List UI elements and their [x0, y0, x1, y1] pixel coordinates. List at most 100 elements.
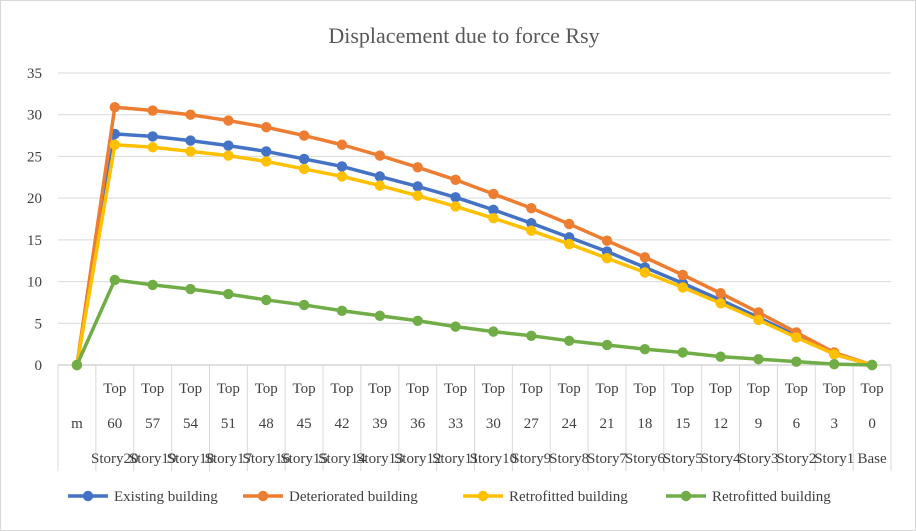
x-tick-label-top: Top: [861, 381, 884, 397]
data-point: [261, 122, 272, 133]
x-tick-label-bottom: Base: [857, 451, 887, 467]
x-tick-label-top: Top: [293, 381, 316, 397]
x-tick-label-top: Top: [671, 381, 694, 397]
x-tick-label-bottom: Story19: [129, 451, 177, 467]
data-point: [185, 135, 196, 146]
x-tick-label-top: Top: [558, 381, 581, 397]
data-point: [374, 171, 386, 182]
x-tick-label-mid: m: [71, 416, 83, 432]
legend-swatch-marker: [82, 490, 94, 502]
data-point: [109, 102, 120, 113]
legend-label: Deteriorated building: [289, 489, 418, 505]
series-2: [71, 102, 878, 371]
x-tick-label-mid: 36: [410, 416, 426, 432]
data-point: [71, 359, 83, 371]
x-tick-label-bottom: Story2: [776, 451, 816, 467]
data-point: [677, 347, 688, 358]
x-tick-label-mid: 6: [793, 416, 801, 432]
data-point: [488, 326, 499, 337]
data-point: [677, 282, 688, 293]
data-point: [147, 131, 158, 142]
x-tick-label-mid: 48: [259, 416, 274, 432]
data-point: [866, 359, 878, 371]
y-tick-label: 30: [27, 108, 42, 124]
data-point: [298, 130, 310, 141]
data-point: [147, 279, 158, 291]
data-point: [526, 330, 537, 341]
data-point: [147, 105, 158, 116]
legend-swatch-marker: [680, 490, 692, 502]
series-line: [75, 105, 874, 367]
data-point: [753, 314, 764, 326]
series-3: [71, 139, 878, 371]
data-point: [639, 343, 651, 355]
x-tick-label-bottom: Story17: [205, 451, 253, 467]
x-tick-label-bottom: Story14: [318, 451, 366, 467]
x-tick-label-mid: 60: [107, 416, 122, 432]
y-tick-label: 25: [27, 149, 42, 165]
x-tick-label-top: Top: [709, 381, 732, 397]
data-point: [298, 153, 310, 165]
x-tick-label-mid: 54: [183, 416, 199, 432]
legend-swatch-marker: [257, 490, 269, 502]
x-tick-label-top: Top: [368, 381, 391, 397]
y-tick-label: 35: [27, 66, 42, 82]
x-tick-label-mid: 33: [448, 416, 463, 432]
data-point: [639, 267, 651, 278]
y-tick-label: 20: [27, 191, 42, 207]
x-tick-label-top: Top: [595, 381, 618, 397]
series-lines: [71, 102, 878, 371]
x-tick-label-mid: 12: [713, 416, 728, 432]
data-point: [601, 235, 613, 246]
legend-item: Retrofitted building: [666, 489, 831, 505]
series-line: [75, 142, 874, 367]
data-point: [677, 269, 688, 281]
legend-item: Deteriorated building: [243, 489, 418, 505]
x-tick-label-top: Top: [444, 381, 467, 397]
y-axis-ticks: 0 5 10 15 20 25 30 35: [27, 66, 42, 374]
data-point: [412, 181, 423, 192]
x-tick-label-top: Top: [141, 381, 164, 397]
x-tick-label-bottom: Story5: [663, 451, 703, 467]
x-tick-label-mid: 0: [868, 416, 876, 432]
data-point: [223, 140, 234, 151]
x-tick-label-top: Top: [179, 381, 202, 397]
data-point: [450, 321, 461, 332]
data-point: [223, 150, 234, 161]
y-tick-label: 10: [27, 275, 42, 291]
x-tick-label-mid: 45: [297, 416, 312, 432]
legend-label: Retrofitted building: [712, 489, 831, 505]
x-tick-label-top: Top: [330, 381, 353, 397]
x-tick-label-top: Top: [633, 381, 656, 397]
data-point: [601, 253, 613, 264]
series-line: [75, 278, 874, 367]
data-point: [450, 174, 461, 185]
x-tick-label-top: Top: [823, 381, 846, 397]
x-tick-label-mid: 9: [755, 416, 763, 432]
data-point: [753, 353, 764, 365]
x-tick-label-top: Top: [520, 381, 543, 397]
x-tick-label-top: Top: [406, 381, 429, 397]
x-tick-label-mid: 15: [675, 416, 690, 432]
series-1: [71, 128, 878, 371]
x-tick-label-mid: 51: [221, 416, 236, 432]
x-tick-label-bottom: Story9: [511, 451, 551, 467]
data-point: [185, 146, 196, 157]
x-tick-label-bottom: Story10: [470, 451, 518, 467]
data-point: [488, 212, 499, 224]
data-point: [109, 274, 120, 286]
data-point: [374, 180, 386, 191]
data-point: [185, 109, 196, 120]
x-tick-label-top: Top: [255, 381, 278, 397]
x-tick-label-bottom: Story7: [587, 451, 628, 467]
data-point: [488, 188, 499, 200]
data-point: [336, 171, 348, 182]
data-point: [412, 162, 423, 173]
x-tick-label-top: Top: [482, 381, 505, 397]
data-point: [639, 252, 651, 263]
data-point: [412, 315, 423, 326]
x-tick-label-bottom: Story18: [167, 451, 215, 467]
legend-label: Existing building: [114, 489, 218, 505]
